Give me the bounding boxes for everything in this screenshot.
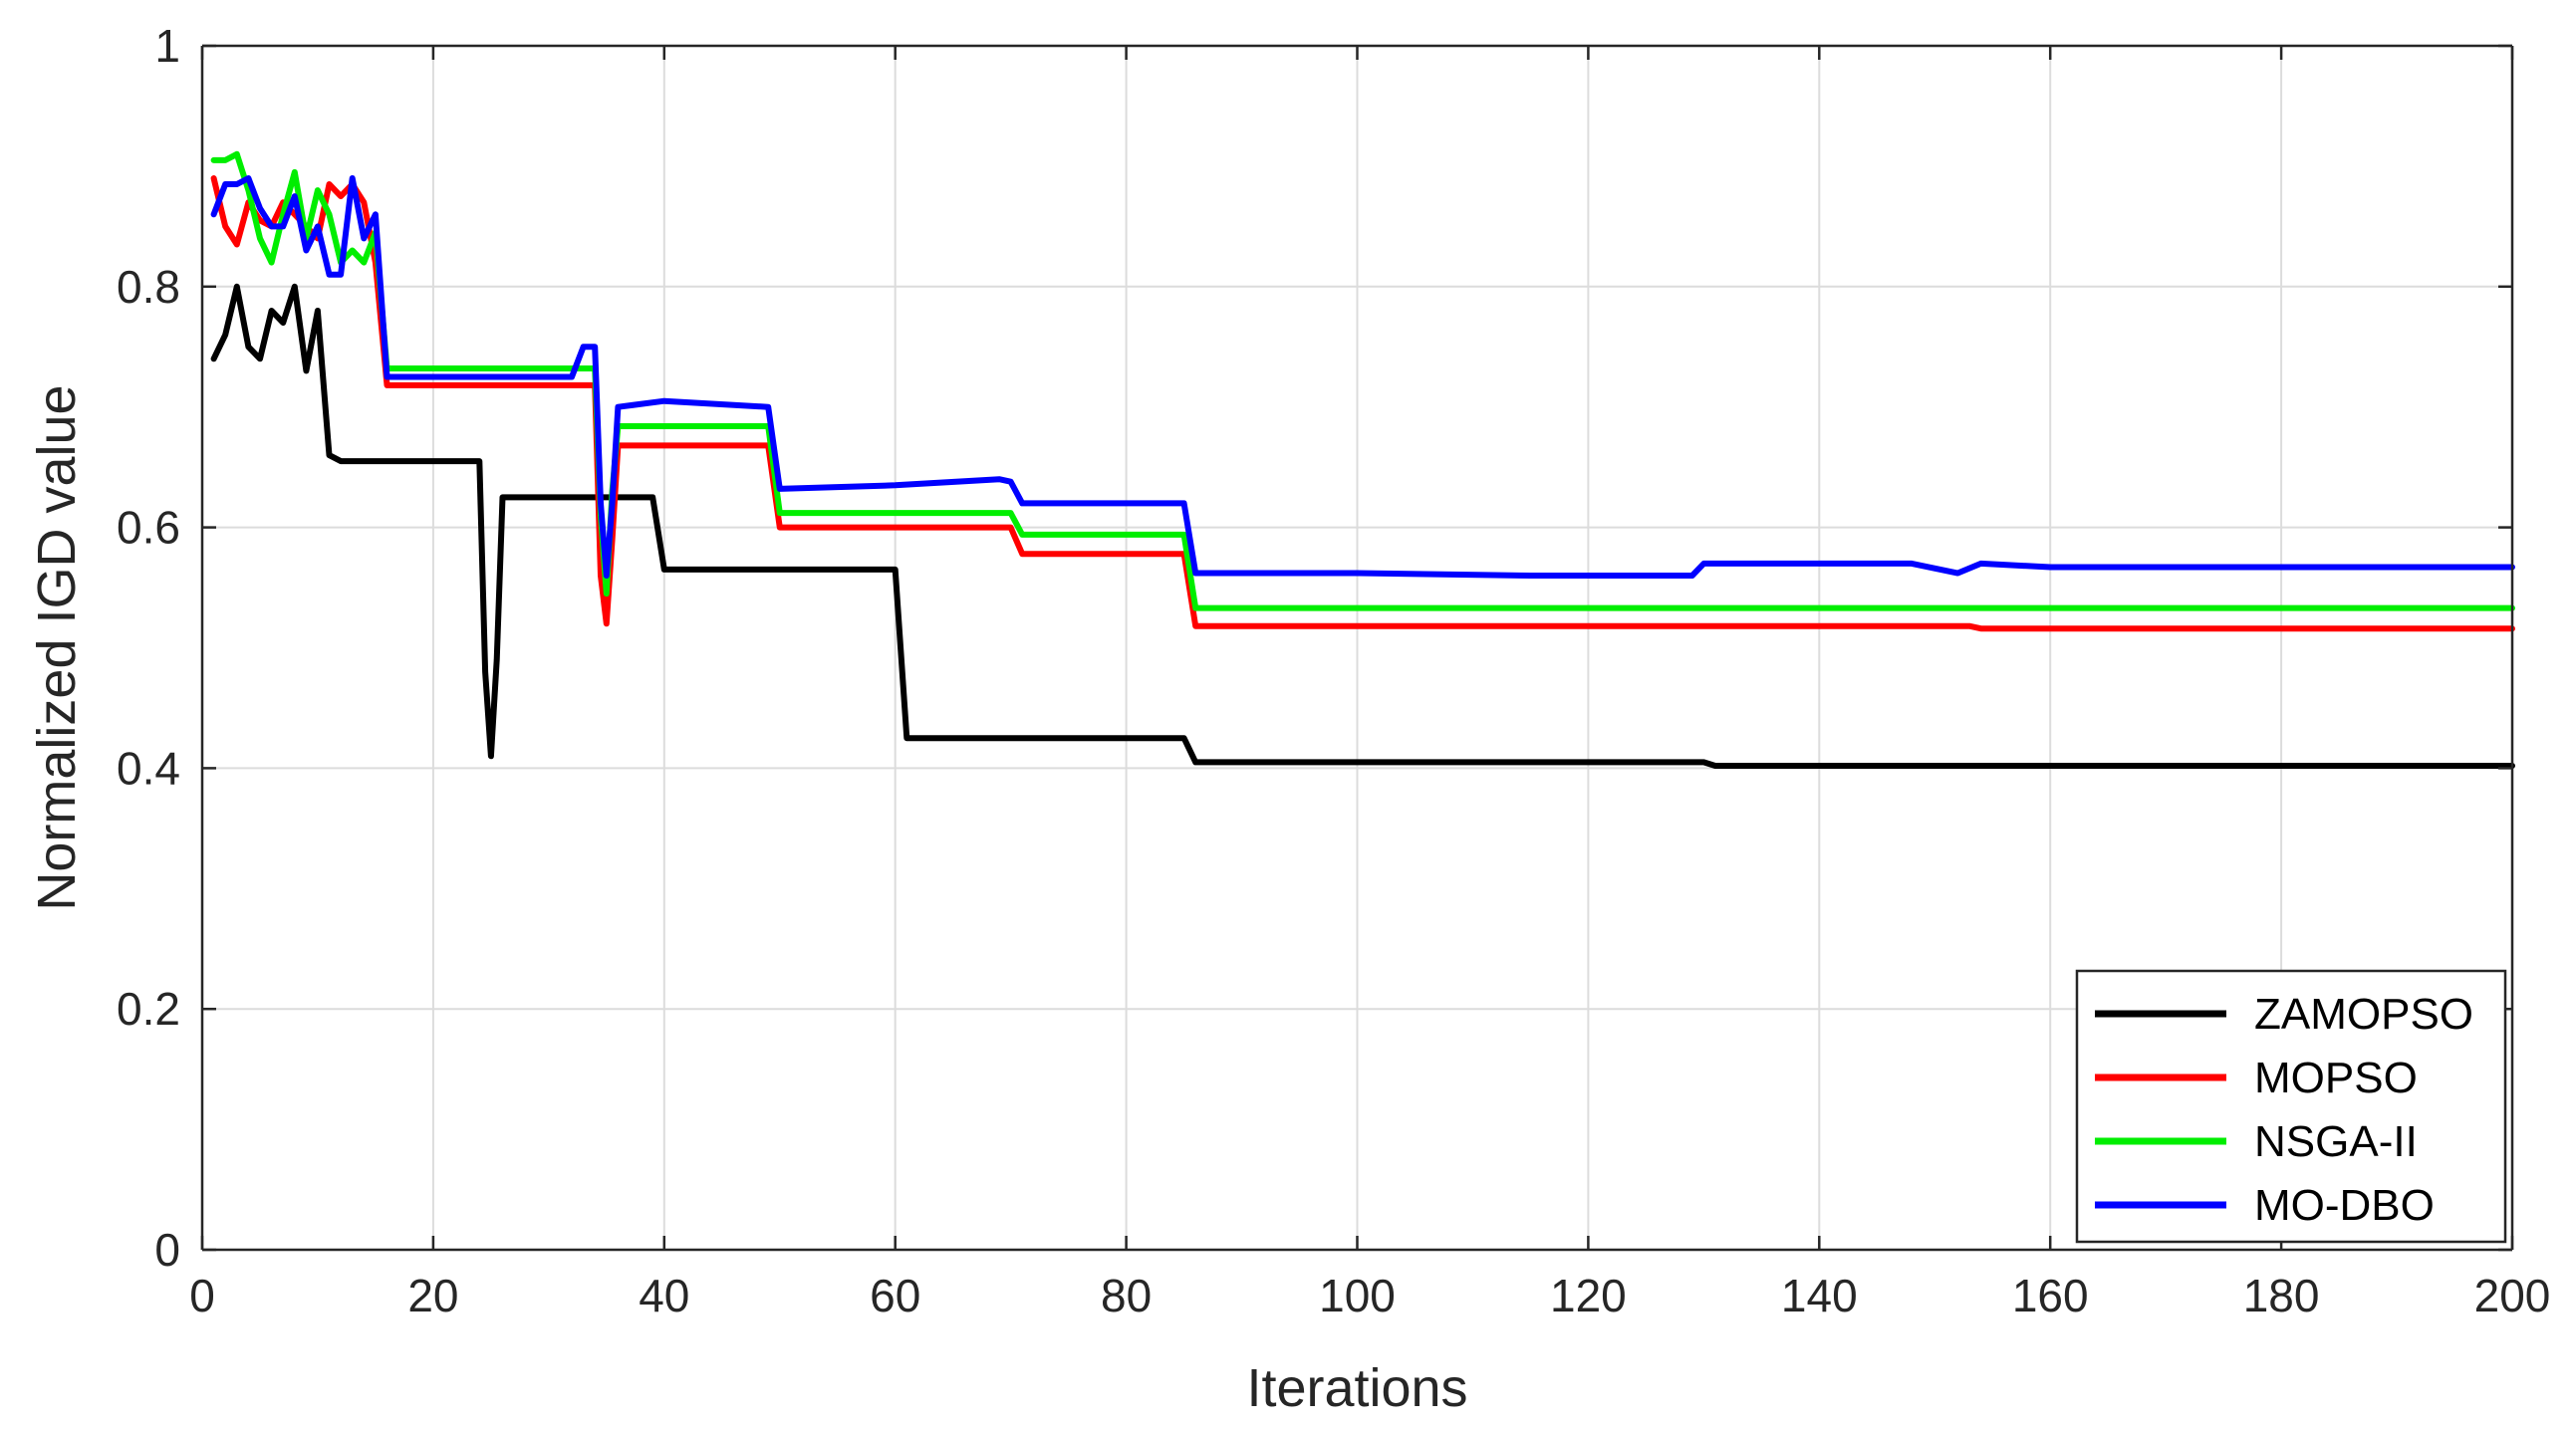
series-line-mo-dbo: [210, 175, 2515, 579]
legend-label-mo-dbo: MO-DBO: [2254, 1181, 2435, 1230]
x-tick-label: 100: [1319, 1270, 1396, 1321]
x-tick-label: 200: [2474, 1270, 2551, 1321]
tick-labels: 0 20 40 60 80 100 120 140 160 180 200 0 0.2 0.4 0.6 0.8…: [117, 20, 2550, 1321]
y-tick-label: 0.6: [117, 502, 180, 554]
x-tick-label: 20: [407, 1270, 458, 1321]
x-tick-label: 60: [870, 1270, 920, 1321]
legend-label-zamopso: ZAMOPSO: [2254, 990, 2473, 1039]
legend-label-nsga-ii: NSGA-II: [2254, 1117, 2418, 1166]
x-tick-label: 140: [1781, 1270, 1858, 1321]
axes: [200, 44, 2514, 1252]
grid: [201, 45, 2513, 1251]
y-tick-label: 0.2: [117, 983, 180, 1035]
x-axis-title: Iterations: [1246, 1358, 1467, 1418]
y-tick-label: 0: [154, 1224, 180, 1276]
y-axis-title: Normalized IGD value: [27, 384, 87, 910]
y-tick-label: 0.8: [117, 261, 180, 313]
series-lines: [210, 150, 2515, 769]
legend: ZAMOPSO MOPSO NSGA-II MO-DBO: [2075, 969, 2507, 1244]
y-tick-label: 1: [154, 20, 180, 72]
x-tick-label: 180: [2243, 1270, 2320, 1321]
series-line-zamopso: [210, 283, 2515, 769]
series-line-nsga-ii: [210, 150, 2515, 611]
x-tick-label: 0: [189, 1270, 215, 1321]
y-tick-label: 0.4: [117, 742, 180, 794]
x-tick-label: 40: [639, 1270, 689, 1321]
legend-label-mopso: MOPSO: [2254, 1054, 2418, 1102]
x-tick-label: 80: [1101, 1270, 1152, 1321]
x-tick-label: 160: [2012, 1270, 2089, 1321]
x-tick-label: 120: [1550, 1270, 1627, 1321]
